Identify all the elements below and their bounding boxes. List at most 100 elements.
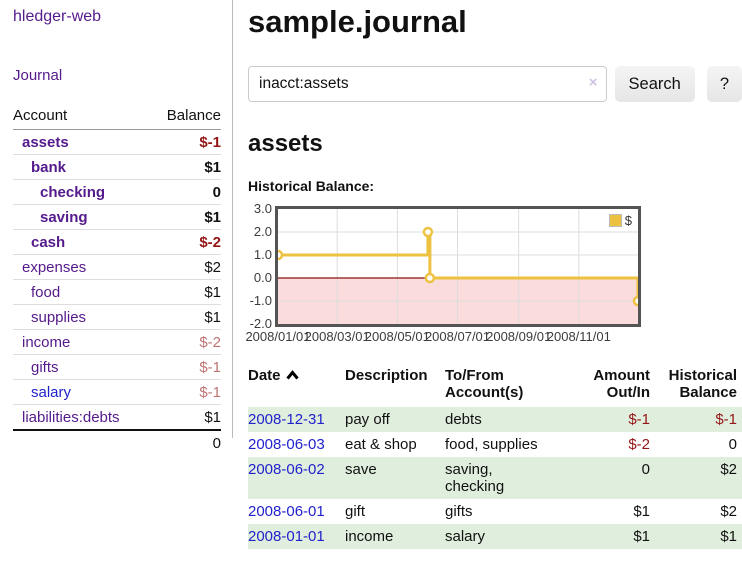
- chart-x-axis-labels: 2008/01/01 2008/03/01 2008/05/01 2008/07/01…: [245, 329, 742, 346]
- y-tick-label: 2.0: [253, 224, 272, 239]
- account-link[interactable]: expenses: [22, 259, 87, 276]
- account-link[interactable]: gifts: [31, 359, 59, 376]
- chart-plot-area: $: [275, 206, 641, 327]
- x-tick-label: 2008/01/01: [245, 329, 311, 344]
- sidebar-item-journal[interactable]: Journal: [13, 67, 63, 84]
- chart-legend: $: [606, 212, 634, 229]
- transaction-amount: $1: [633, 528, 650, 545]
- account-row: supplies $1: [13, 304, 221, 330]
- accounts-total-spacer: [13, 429, 151, 455]
- account-link[interactable]: assets: [22, 134, 69, 151]
- account-row: bank $1: [13, 154, 221, 180]
- legend-swatch-icon: [608, 214, 622, 227]
- transaction-description: eat & shop: [345, 436, 417, 453]
- account-balance: $2: [150, 254, 221, 280]
- account-balance: $-1: [150, 354, 221, 380]
- account-link[interactable]: food: [31, 284, 61, 301]
- chart-title: Historical Balance:: [248, 178, 375, 194]
- account-row: salary $-1: [13, 379, 221, 405]
- main-content: sample.journal × Search ? assets Histori…: [245, 0, 742, 549]
- x-tick-label: 2008/09/01: [486, 329, 552, 344]
- account-link[interactable]: salary: [31, 384, 72, 401]
- register-row: 2008-01-01 income salary $1 $1: [248, 524, 742, 549]
- register-row: 2008-06-01 gift gifts $1 $2: [248, 499, 742, 524]
- transaction-balance: $1: [720, 528, 737, 545]
- register-header-description: Description: [345, 367, 428, 384]
- transaction-description: income: [345, 528, 394, 545]
- register-row: 2008-12-31 pay off debts $-1 $-1: [248, 407, 742, 432]
- account-link[interactable]: bank: [31, 159, 67, 176]
- legend-label: $: [624, 213, 632, 228]
- transaction-description: save: [345, 461, 377, 478]
- y-tick-label: -2.0: [249, 316, 272, 331]
- register-header-date-label: Date: [248, 367, 281, 384]
- transaction-amount: $-2: [628, 436, 650, 453]
- register-header-row: Date Description To/From Account(s) Amou…: [248, 365, 742, 407]
- transaction-accounts: salary: [445, 528, 486, 545]
- transaction-date-link[interactable]: 2008-12-31: [248, 411, 325, 428]
- sort-ascending-icon: [285, 370, 299, 380]
- sidebar-accounts-body: assets $-1 bank $1 checking 0 saving $1 cash $-2 e…: [13, 129, 221, 431]
- chart-canvas: [278, 209, 638, 324]
- account-link[interactable]: income: [22, 334, 71, 351]
- search-input[interactable]: [248, 66, 607, 102]
- y-tick-label: 1.0: [253, 247, 272, 262]
- transaction-date-link[interactable]: 2008-06-01: [248, 503, 325, 520]
- x-tick-label: 2008/05/01: [364, 329, 430, 344]
- help-button[interactable]: ?: [706, 66, 742, 102]
- transaction-accounts: food, supplies: [445, 436, 538, 453]
- transaction-date-link[interactable]: 2008-01-01: [248, 528, 325, 545]
- register-header-amount: Amount Out/In: [593, 367, 650, 401]
- register-header-account: To/From Account(s): [445, 367, 524, 401]
- account-balance: $-1: [150, 379, 221, 405]
- account-balance: $1: [150, 404, 221, 431]
- app-title[interactable]: hledger-web: [13, 8, 102, 25]
- transaction-date-link[interactable]: 2008-06-03: [248, 436, 325, 453]
- transaction-description: gift: [345, 503, 366, 520]
- account-balance: $-2: [150, 329, 221, 355]
- transaction-description: pay off: [345, 411, 390, 428]
- transaction-accounts: gifts: [445, 503, 473, 520]
- transaction-balance: $2: [720, 461, 737, 478]
- register-row: 2008-06-03 eat & shop food, supplies $-2 0: [248, 432, 742, 457]
- account-balance: $1: [150, 304, 221, 330]
- y-tick-label: -1.0: [249, 293, 272, 308]
- x-tick-label: 2008/03/01: [304, 329, 370, 344]
- account-link[interactable]: liabilities:debts: [22, 409, 120, 426]
- register-header-date[interactable]: Date: [248, 365, 345, 407]
- account-row: cash $-2: [13, 229, 221, 255]
- account-link[interactable]: checking: [40, 184, 106, 201]
- y-tick-label: 3.0: [253, 201, 272, 216]
- account-balance: $-1: [150, 129, 221, 155]
- y-tick-label: 0.0: [253, 270, 272, 285]
- clear-search-icon[interactable]: ×: [588, 74, 598, 91]
- register-table: Date Description To/From Account(s) Amou…: [248, 365, 742, 549]
- account-heading: assets: [248, 130, 323, 157]
- accounts-header-balance: Balance: [150, 105, 221, 130]
- transaction-accounts: saving, checking: [445, 461, 505, 495]
- account-link[interactable]: saving: [40, 209, 88, 226]
- account-row: food $1: [13, 279, 221, 305]
- sidebar: hledger-web Journal Account Balance asse…: [0, 0, 233, 455]
- register-body: 2008-12-31 pay off debts $-1 $-1 2008-06-03 ea…: [248, 407, 742, 549]
- account-row: checking 0: [13, 179, 221, 205]
- x-tick-label: 2008/07/01: [424, 329, 491, 344]
- account-link[interactable]: cash: [31, 234, 66, 251]
- account-link[interactable]: supplies: [31, 309, 87, 326]
- transaction-amount: $-1: [628, 411, 650, 428]
- transaction-accounts: debts: [445, 411, 482, 428]
- transaction-amount: 0: [641, 461, 650, 478]
- account-balance: $1: [150, 204, 221, 230]
- transaction-balance: $-1: [715, 411, 737, 428]
- search-button[interactable]: Search: [614, 66, 695, 102]
- transaction-balance: 0: [728, 436, 737, 453]
- account-balance: 0: [150, 179, 221, 205]
- accounts-balance-table: Account Balance assets $-1 bank $1 checking 0…: [13, 105, 221, 455]
- transaction-date-link[interactable]: 2008-06-02: [248, 461, 325, 478]
- account-row: gifts $-1: [13, 354, 221, 380]
- account-row: income $-2: [13, 329, 221, 355]
- accounts-total-row: 0: [13, 429, 221, 455]
- historical-balance-chart: $ 3.0 2.0 1.0 0.0 -1.0 -2.0 2008/01/01 2008/03…: [245, 201, 742, 348]
- search-input-wrap: ×: [248, 66, 607, 102]
- account-row: liabilities:debts $1: [13, 404, 221, 431]
